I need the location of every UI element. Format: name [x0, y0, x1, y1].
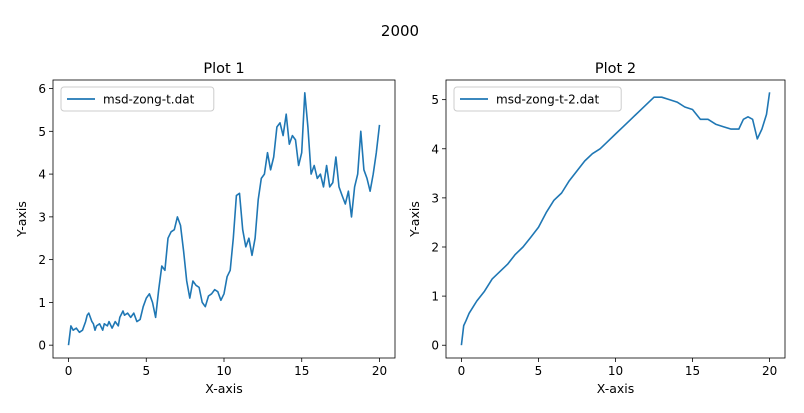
x-tick-label: 5 [535, 364, 543, 378]
y-tick-label: 3 [431, 191, 439, 205]
y-tick-label: 2 [431, 240, 439, 254]
y-tick-label: 5 [38, 125, 46, 139]
y-tick-label: 1 [431, 290, 439, 304]
x-tick-label: 15 [685, 364, 700, 378]
y-tick-label: 1 [38, 296, 46, 310]
legend-box [60, 86, 215, 112]
legend-label: msd-zong-t-2.dat [496, 93, 600, 107]
x-tick-label: 20 [372, 364, 387, 378]
legend-box [453, 86, 622, 112]
y-tick-label: 2 [38, 253, 46, 267]
series-line [460, 92, 771, 346]
subplot-title: Plot 1 [203, 61, 244, 77]
x-tick-label: 10 [216, 364, 231, 378]
y-tick-label: 4 [38, 168, 46, 182]
x-tick-label: 10 [608, 364, 623, 378]
x-axis-label: X-axis [205, 381, 243, 396]
y-axis-label: Y-axis [407, 201, 422, 238]
subplot-title: Plot 2 [595, 61, 636, 77]
y-tick-label: 5 [431, 93, 439, 107]
x-tick-label: 15 [294, 364, 309, 378]
y-tick-label: 0 [38, 339, 46, 353]
subplot-2: 0 5 10 15 20 0 1 2 3 4 5 Plot 2 X-axis Y-axis msd-zong… [407, 61, 786, 396]
x-tick-label: 5 [142, 364, 150, 378]
figure-suptitle: 2000 [381, 22, 419, 40]
y-tick-label: 6 [38, 82, 46, 96]
series-line [67, 92, 381, 346]
x-tick-label: 0 [65, 364, 73, 378]
legend: msd-zong-t.dat [60, 86, 215, 112]
y-tick-label: 0 [431, 339, 439, 353]
x-tick-label: 0 [458, 364, 466, 378]
y-tick-label: 4 [431, 142, 439, 156]
legend-label: msd-zong-t.dat [103, 93, 195, 107]
y-axis-label: Y-axis [14, 201, 29, 238]
subplot-1: 0 5 10 15 20 0 1 2 3 4 5 6 Plot 1 X-axis Y-axis msd-zon… [14, 61, 396, 396]
y-tick-label: 3 [38, 210, 46, 224]
legend: msd-zong-t-2.dat [453, 86, 622, 112]
x-axis-label: X-axis [597, 381, 635, 396]
x-tick-label: 20 [762, 364, 777, 378]
